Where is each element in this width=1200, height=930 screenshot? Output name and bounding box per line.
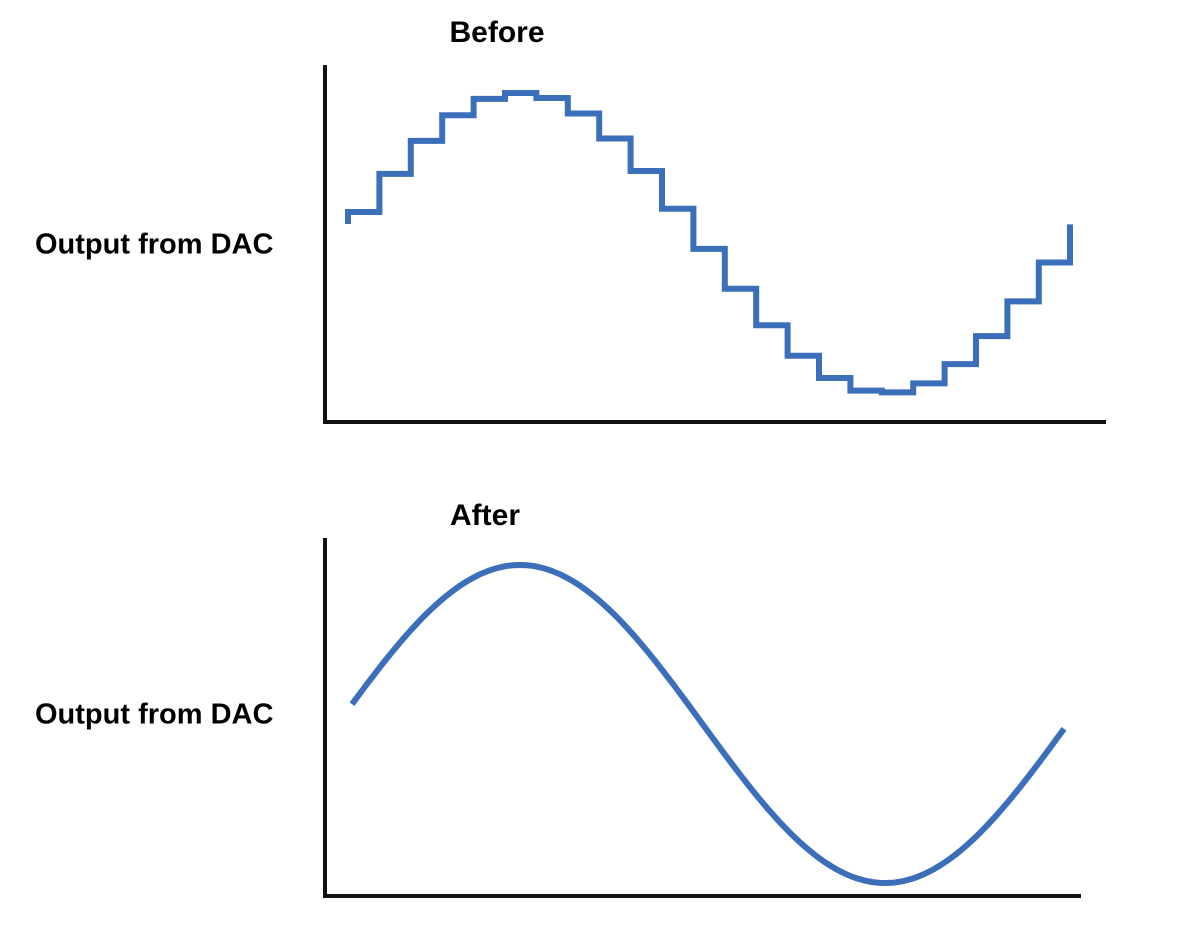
y-axis-label: Output from DAC <box>35 699 273 731</box>
axes <box>323 538 1081 898</box>
staircase-wave <box>345 90 1073 396</box>
panel-title: After <box>450 499 520 532</box>
smooth-wave <box>349 561 1067 887</box>
axes <box>323 65 1106 424</box>
y-axis-label: Output from DAC <box>35 229 273 261</box>
panel-title: Before <box>449 16 544 49</box>
